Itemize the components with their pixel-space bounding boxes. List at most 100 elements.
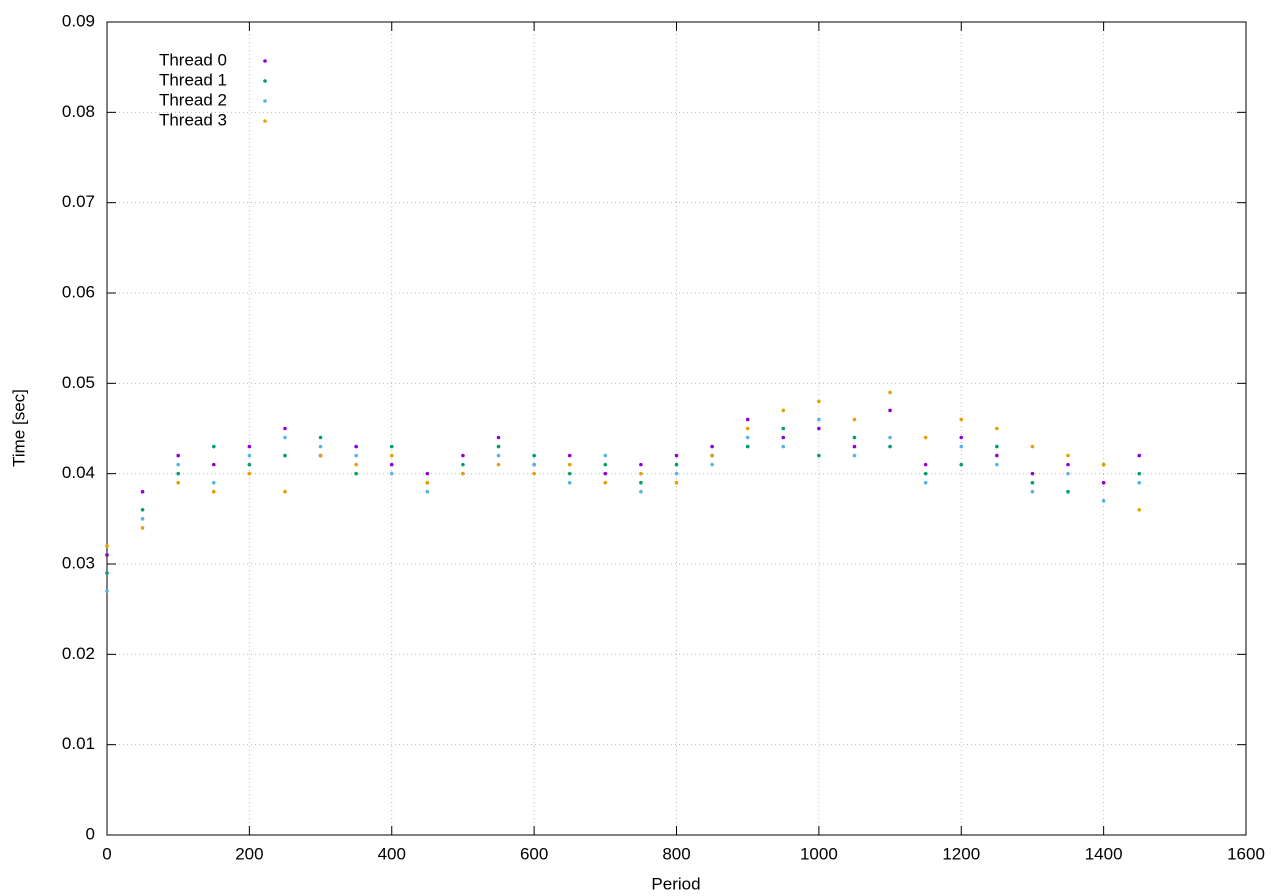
point — [425, 489, 430, 494]
y-tick-label: 0.03 — [62, 553, 95, 572]
x-tick-label: 1400 — [1085, 844, 1123, 863]
point — [852, 435, 857, 440]
point — [283, 453, 287, 458]
point — [888, 444, 892, 449]
point — [639, 471, 643, 476]
point — [567, 480, 572, 485]
point — [923, 462, 928, 467]
point — [354, 453, 358, 458]
point — [995, 444, 999, 449]
point — [318, 453, 323, 458]
point — [211, 480, 216, 485]
y-tick-label: 0.06 — [62, 282, 95, 301]
point — [1137, 480, 1142, 485]
point — [1137, 453, 1142, 458]
point — [211, 444, 216, 449]
point — [1066, 453, 1070, 458]
point — [603, 462, 608, 467]
point — [639, 489, 643, 494]
point — [283, 435, 287, 440]
point — [1030, 489, 1035, 494]
point — [211, 462, 216, 467]
point — [852, 444, 857, 449]
point — [923, 435, 928, 440]
point — [496, 444, 501, 449]
x-tick-label: 1000 — [800, 844, 838, 863]
point — [745, 435, 750, 440]
y-tick-label: 0.09 — [62, 11, 95, 30]
point — [105, 571, 109, 575]
point — [532, 462, 536, 467]
point — [923, 471, 928, 476]
point — [745, 417, 750, 422]
point — [959, 444, 964, 449]
point — [567, 471, 572, 476]
point — [461, 471, 465, 476]
point — [567, 462, 572, 467]
point — [1101, 462, 1106, 467]
point — [176, 462, 180, 467]
point — [1137, 508, 1142, 512]
point — [639, 462, 643, 467]
point — [176, 471, 180, 476]
point — [888, 408, 892, 413]
legend-marker — [263, 119, 267, 123]
point — [247, 444, 252, 449]
x-tick-label: 200 — [235, 844, 263, 863]
point — [496, 462, 501, 467]
point — [959, 417, 964, 422]
plot-frame — [106, 21, 1247, 836]
x-tick-label: 800 — [662, 844, 690, 863]
point — [105, 544, 109, 548]
point — [710, 453, 714, 458]
point — [781, 426, 786, 431]
point — [496, 435, 501, 440]
point — [745, 444, 750, 449]
point — [674, 480, 679, 485]
point — [1030, 444, 1035, 449]
legend-marker — [263, 59, 267, 63]
x-tick-label: 1600 — [1227, 844, 1265, 863]
point — [639, 480, 643, 485]
y-tick-label: 0.07 — [62, 192, 95, 211]
point — [674, 453, 679, 458]
point — [532, 471, 536, 476]
point — [140, 489, 145, 494]
point — [318, 444, 323, 449]
point — [959, 435, 964, 440]
point — [247, 453, 252, 458]
point — [318, 435, 323, 440]
point — [496, 453, 501, 458]
point — [1030, 471, 1035, 476]
point — [105, 589, 109, 593]
point — [710, 462, 714, 467]
y-tick-label: 0.04 — [62, 463, 95, 482]
y-axis-label: Time [sec] — [9, 389, 28, 467]
point — [923, 480, 928, 485]
y-tick-label: 0.02 — [62, 644, 95, 663]
point — [389, 453, 394, 458]
point — [283, 426, 287, 431]
x-tick-label: 600 — [520, 844, 548, 863]
point — [817, 453, 821, 458]
point — [389, 471, 394, 476]
point — [425, 480, 430, 485]
point — [1066, 489, 1070, 494]
y-tick-label: 0.08 — [62, 102, 95, 121]
point — [888, 390, 892, 395]
point — [140, 517, 145, 521]
point — [247, 462, 252, 467]
point — [247, 471, 252, 476]
point — [817, 426, 821, 431]
point — [176, 453, 180, 458]
y-tick-label: 0 — [86, 824, 95, 843]
point — [1066, 471, 1070, 476]
point — [959, 462, 964, 467]
point — [1101, 480, 1106, 485]
legend-marker — [263, 79, 267, 83]
point — [745, 426, 750, 431]
point — [461, 453, 465, 458]
x-tick-label: 400 — [378, 844, 406, 863]
point — [461, 462, 465, 467]
point — [389, 462, 394, 467]
